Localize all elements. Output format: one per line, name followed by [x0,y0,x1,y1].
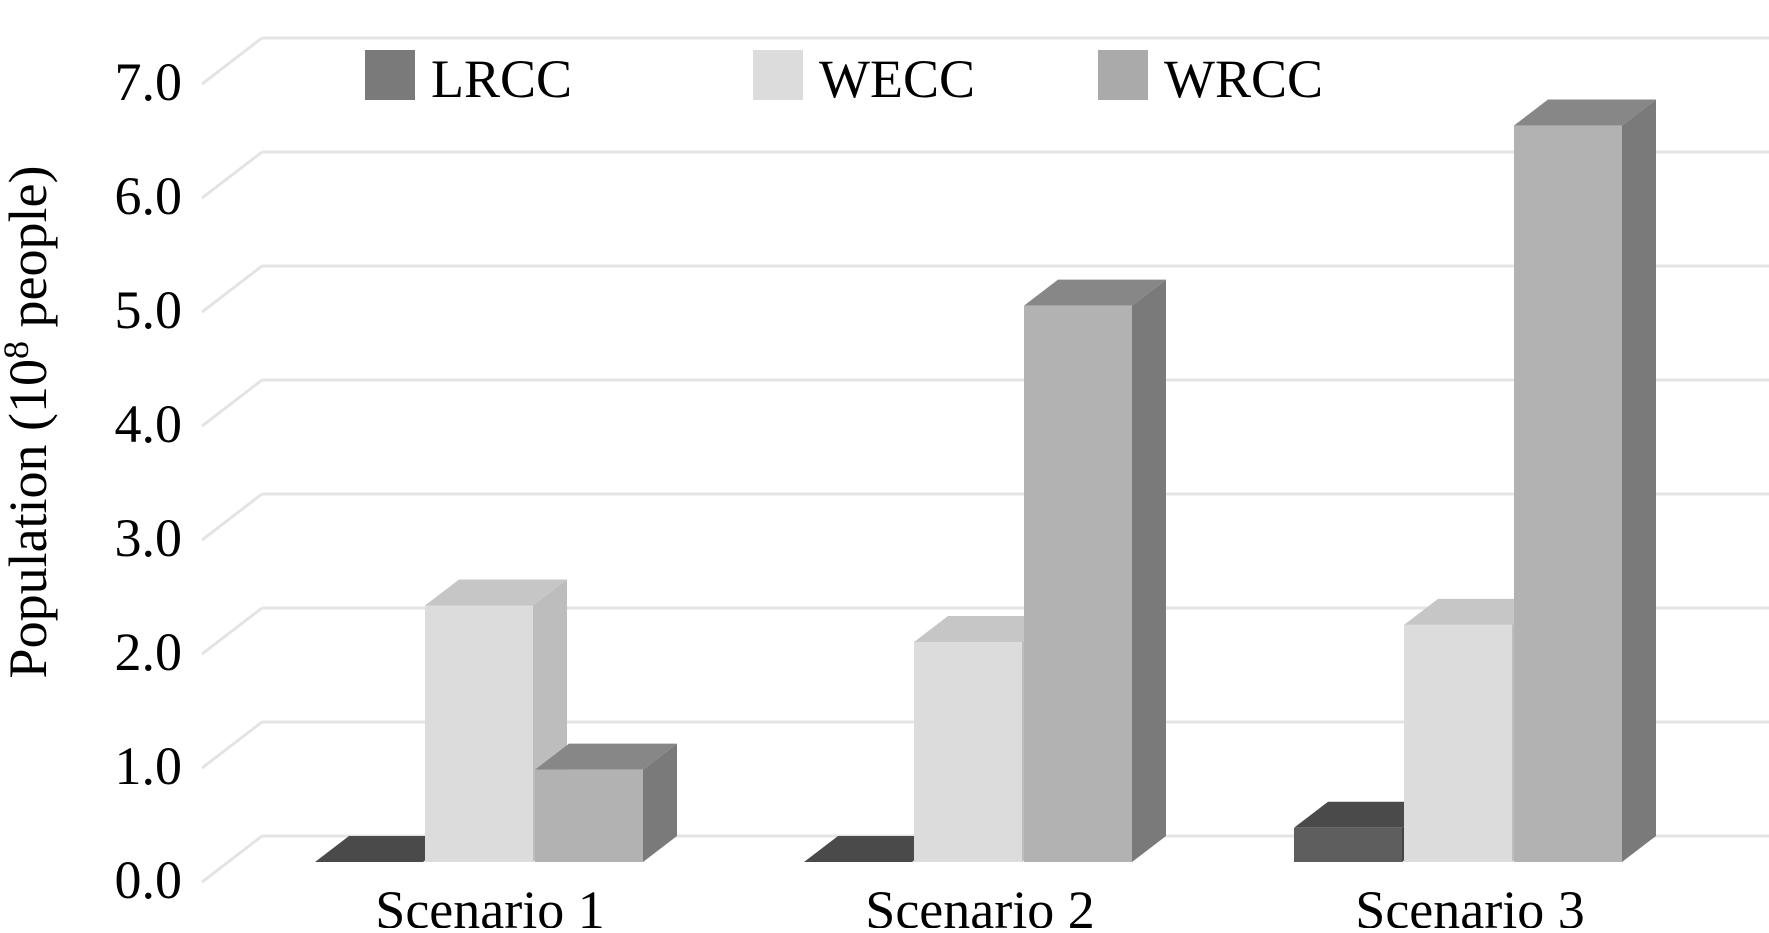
bar-top-face [804,836,946,862]
bar-side-face [643,743,677,862]
bar-front-face [1404,624,1512,862]
legend-swatch [1098,50,1148,100]
y-axis-ticks: 0.0 1.0 2.0 3.0 4.0 5.0 6.0 7.0 [115,52,183,910]
y-axis-title-superscript: 8 [0,341,36,359]
bar-top-face [535,743,677,770]
y-axis-title-main: Population (10 [0,359,58,679]
gridline-diagonal-5 [201,264,263,314]
y-tick-label: 6.0 [115,166,183,226]
legend-item-wecc: WECC [753,49,975,109]
bar-front-face [535,769,643,862]
gridline-diagonal-6 [201,150,263,200]
legend: LRCC WECC WRCC [365,49,1323,109]
bar-top-face [425,579,567,606]
legend-label: LRCC [431,49,572,109]
bar-front-face [1294,827,1402,862]
bar-top-face [1404,598,1546,625]
bar-wrcc-2 [1024,279,1166,862]
legend-swatch [365,50,415,100]
y-axis-title-suffix: people) [0,166,58,341]
y-axis-title: Population (108 people) [0,166,58,679]
bar-top-face [315,836,457,862]
category-label: Scenario 3 [1355,880,1584,928]
y-tick-label: 2.0 [115,622,183,682]
legend-label: WECC [819,49,975,109]
bar-lrcc-2 [804,836,946,862]
bar-side-face [1132,279,1166,862]
legend-swatch [753,50,803,100]
bar-top-face [1024,279,1166,306]
category-label: Scenario 1 [375,880,604,928]
gridline-diagonal-1 [201,720,263,770]
bar-top-face [1294,801,1436,828]
y-tick-label: 1.0 [115,736,183,796]
bar-top-face [1514,99,1656,126]
bar-wrcc-3 [1514,99,1656,862]
x-axis-categories: Scenario 1 Scenario 2 Scenario 3 [375,880,1584,933]
bar-wecc-1 [425,579,567,862]
bar-side-face [1622,99,1656,862]
bar-top-face [914,615,1056,642]
y-tick-label: 4.0 [115,394,183,454]
y-tick-label: 5.0 [115,280,183,340]
legend-label: WRCC [1164,49,1323,109]
bar-wrcc-1 [535,743,677,862]
y-tick-label: 3.0 [115,508,183,568]
legend-item-wrcc: WRCC [1098,49,1323,109]
category-label: Scenario 2 [865,880,1094,928]
gridline-diagonal-4 [201,378,263,428]
legend-item-lrcc: LRCC [365,49,572,109]
gridline-diagonal-0 [201,834,263,884]
y-tick-label: 0.0 [115,850,183,910]
bar-front-face [425,605,533,862]
bar-front-face [914,641,1022,862]
gridline-diagonal-7 [201,36,263,86]
bar-front-face [1514,125,1622,862]
bar-lrcc-1 [315,836,457,862]
gridline-diagonal-2 [201,606,263,656]
gridline-diagonal-3 [201,492,263,542]
bars [315,99,1656,862]
y-tick-label: 7.0 [115,52,183,112]
bar-front-face [1024,305,1132,862]
